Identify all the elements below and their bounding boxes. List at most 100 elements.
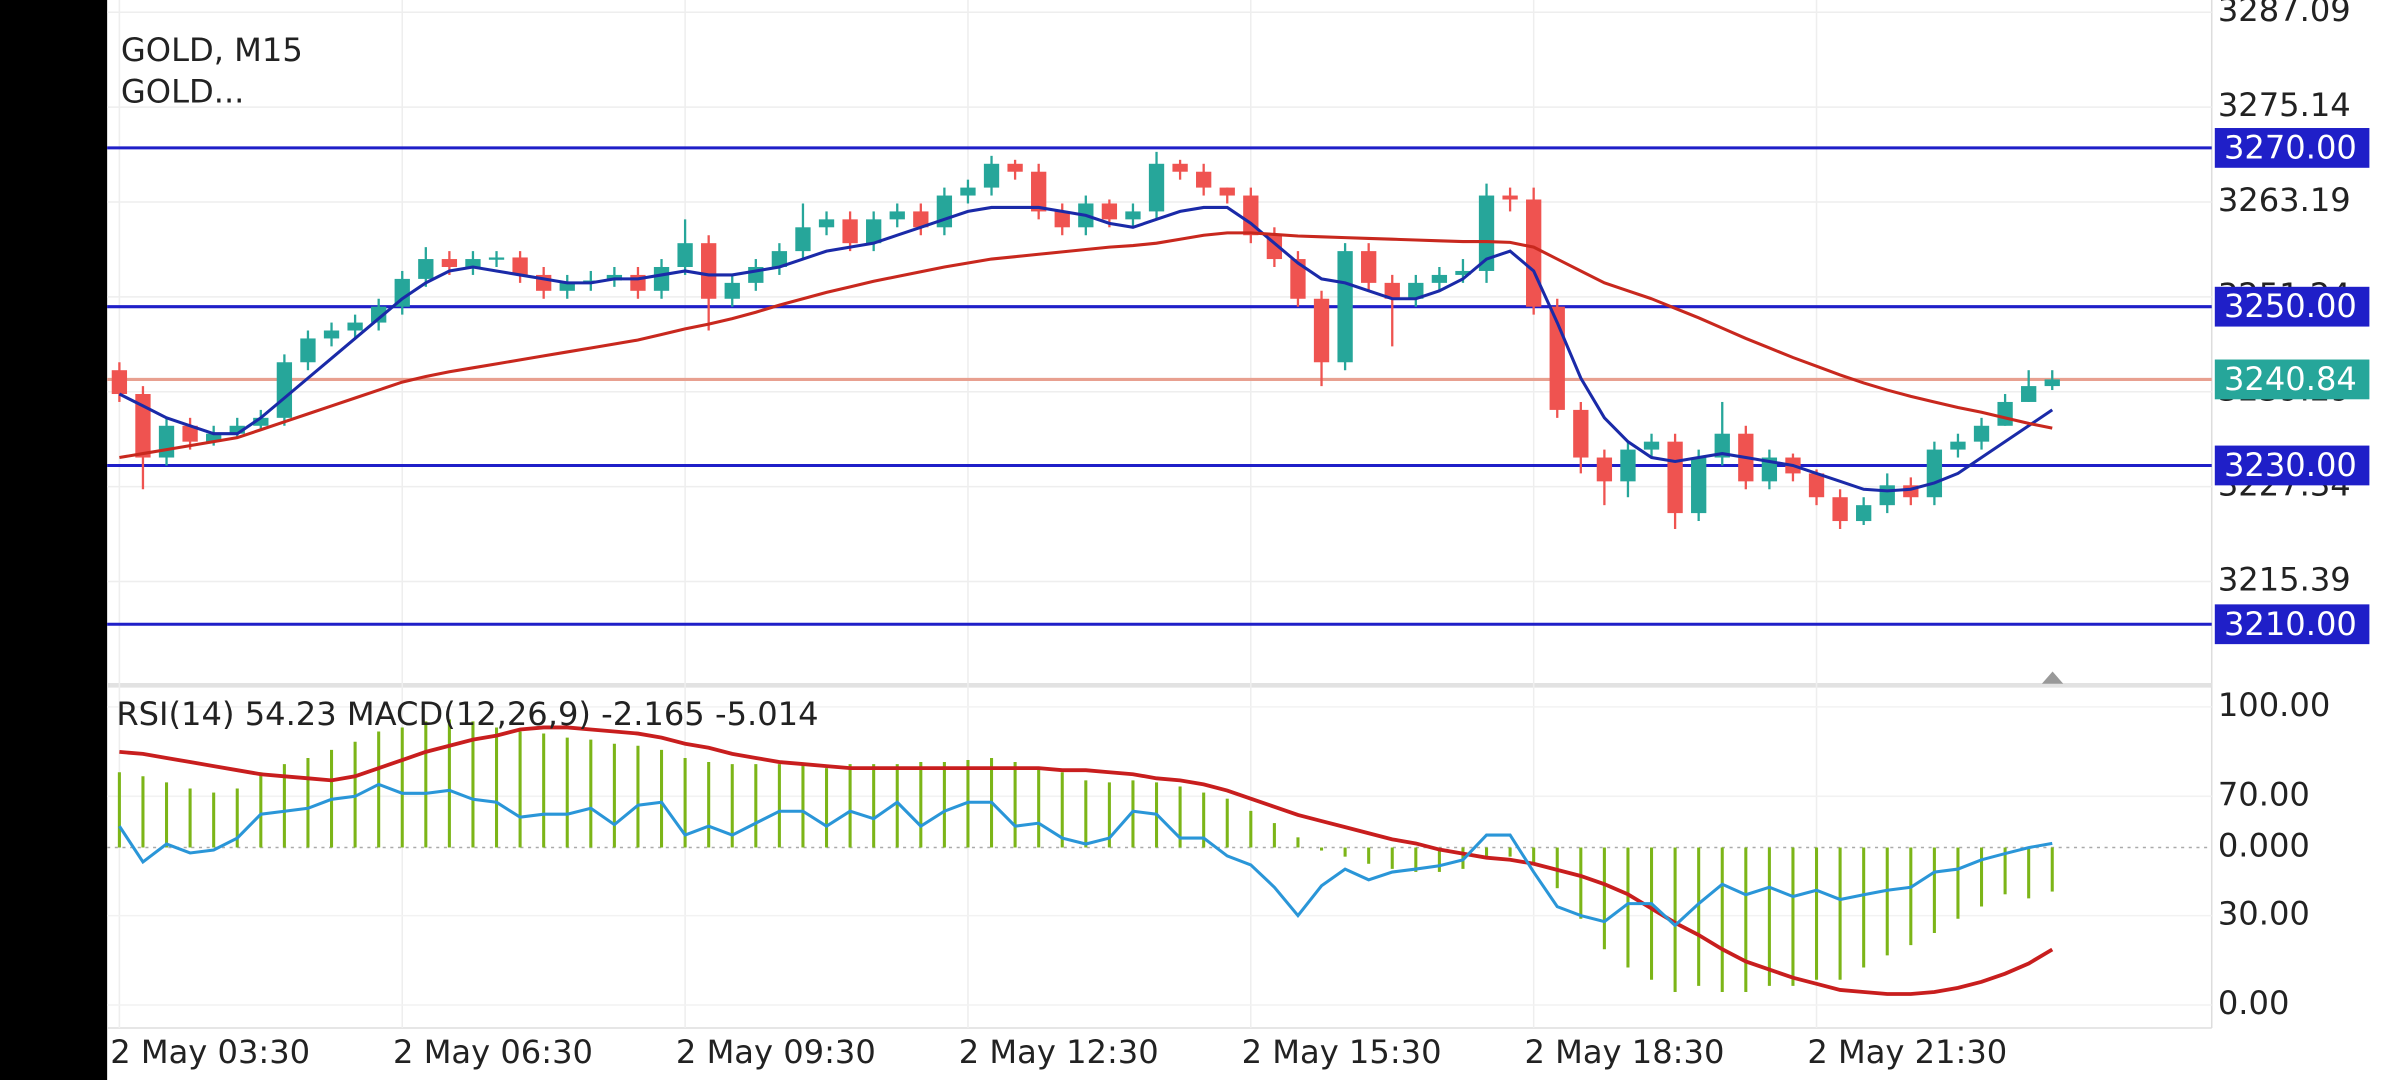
candle-body [1361, 251, 1377, 283]
y-tick-label: 0.000 [2218, 827, 2310, 865]
candle-body [512, 257, 528, 275]
candle-body [1431, 274, 1448, 283]
candle-body [418, 259, 434, 279]
y-tick-label: 100.00 [2218, 686, 2330, 724]
candle-body [300, 338, 316, 363]
candle-body [206, 433, 222, 442]
candle-body [701, 243, 717, 299]
candle-body [1455, 270, 1471, 275]
candle-body [818, 219, 835, 228]
candle-body [1714, 433, 1730, 458]
candle-body [1643, 441, 1660, 450]
candle-body [1172, 163, 1188, 172]
candle-body [1408, 282, 1424, 299]
candle-body [1997, 401, 2013, 426]
candle-body [866, 219, 882, 244]
candle-body [842, 219, 858, 244]
candle-body [1526, 199, 1542, 307]
candle-body [1031, 171, 1047, 212]
candle-body [724, 282, 740, 299]
symbol: GOLD, M15 [121, 31, 303, 69]
candle-body [1691, 457, 1707, 514]
candle-body [1832, 497, 1848, 522]
x-tick-label: 2 May 09:30 [676, 1033, 876, 1071]
candle-body [653, 266, 670, 291]
candle-body [1973, 425, 1990, 442]
scroll-marker [2041, 671, 2064, 684]
candle-body [135, 394, 151, 458]
candle-body [1573, 409, 1589, 458]
candle-body [983, 163, 1000, 188]
candle-body [323, 330, 340, 339]
candle-body [1007, 163, 1023, 172]
candle-body [1290, 259, 1306, 299]
price-label: 3240.84 [2224, 360, 2357, 398]
level-label: 3210.00 [2224, 605, 2357, 643]
level-label: 3250.00 [2224, 287, 2357, 325]
y-tick-label: 3263.19 [2218, 181, 2351, 219]
level-label: 3270.00 [2224, 128, 2357, 166]
level-tag [2214, 445, 2370, 486]
rsi-line [118, 782, 2053, 928]
symbol-sub: GOLD... [121, 72, 244, 110]
x-tick-label: 2 May 18:30 [1524, 1033, 1724, 1071]
candle-body [1950, 441, 1966, 450]
candle-body [465, 259, 481, 267]
candle-body [1667, 441, 1683, 514]
candle-body [1313, 298, 1330, 363]
level-tag [2214, 604, 2370, 645]
moving-average [118, 205, 2054, 493]
candle-body [1148, 163, 1165, 212]
candle-body [913, 211, 929, 228]
y-tick-label: 3287.09 [2218, 0, 2351, 29]
y-tick-label: 0.00 [2218, 984, 2290, 1022]
candle-body [347, 322, 363, 331]
level-label: 3230.00 [2224, 446, 2357, 484]
candle-body [276, 362, 293, 418]
candle-body [1384, 282, 1400, 299]
candle-body [1054, 211, 1070, 228]
y-tick-label: 30.00 [2218, 895, 2310, 933]
candle-body [1808, 473, 1825, 498]
candle-body [1620, 449, 1636, 482]
candle-body [771, 251, 788, 267]
candle-body [229, 425, 245, 434]
y-tick-label: 70.00 [2218, 775, 2310, 813]
x-tick-label: 2 May 03:30 [110, 1033, 310, 1071]
candle-body [441, 259, 458, 267]
candle-body [1926, 449, 1943, 498]
candle-body [1502, 195, 1518, 200]
candle-body [488, 257, 505, 260]
candle-body [182, 425, 198, 442]
candle-body [795, 227, 811, 252]
candle-body [1856, 505, 1872, 522]
candle-body [960, 187, 976, 196]
price-tag [2214, 359, 2370, 400]
candle-body [1879, 485, 1895, 506]
candle-body [677, 243, 693, 267]
level-tag [2214, 128, 2370, 168]
x-tick-label: 2 May 21:30 [1807, 1033, 2007, 1071]
candle-body [1196, 171, 1212, 188]
candle-body [158, 425, 175, 458]
candle-body [559, 282, 575, 291]
x-tick-label: 2 May 15:30 [1242, 1033, 1442, 1071]
level-tag [2214, 286, 2370, 327]
y-tick-label: 3275.14 [2218, 86, 2351, 124]
indicator-title: RSI(14) 54.23 MACD(12,26,9) -2.165 -5.01… [116, 695, 818, 733]
candle-body [1596, 457, 1613, 482]
candle-body [1478, 195, 1495, 271]
left-edge [0, 0, 108, 1080]
candle-body [1101, 203, 1118, 220]
candle-body [2021, 386, 2037, 402]
candle-body [111, 370, 128, 395]
candle-body [1903, 485, 1919, 498]
x-tick-label: 2 May 12:30 [959, 1033, 1159, 1071]
plot: 2 May 03:30 2 May 06:30 2 May 09:30 2 May 1… [107, 0, 2370, 1071]
macd-signal [119, 725, 2054, 996]
candle-body [371, 306, 387, 323]
candle-body [1125, 211, 1141, 220]
